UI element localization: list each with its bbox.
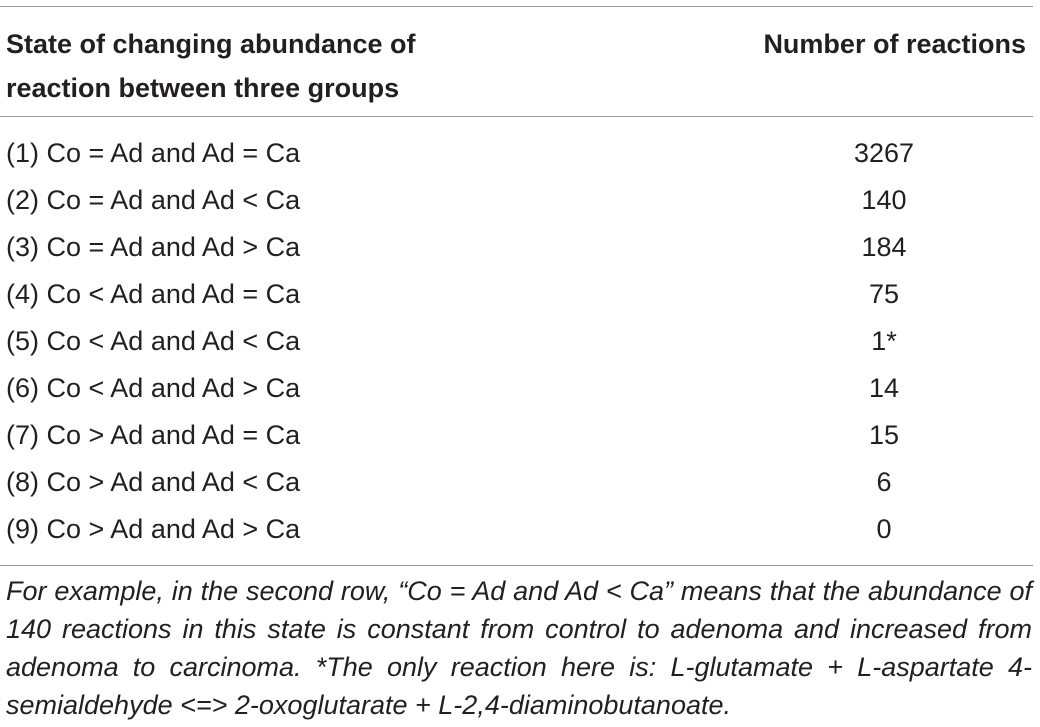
state-cell: (1) Co = Ad and Ad = Ca [6,138,301,168]
table-top-rule [0,6,1033,7]
table-footnote: For example, in the second row, “Co = Ad… [6,576,1032,720]
table-row: (1) Co = Ad and Ad = Ca 3267 [0,130,1033,177]
state-cell: (2) Co = Ad and Ad < Ca [6,185,301,215]
state-cell: (4) Co < Ad and Ad = Ca [6,279,301,309]
table-bottom-rule [0,565,1033,566]
table-header-rule [0,116,1033,117]
column-header-number: Number of reactions [763,29,1026,59]
count-cell: 15 [868,420,900,450]
count-cell: 0 [876,514,892,544]
column-header-state: State of changing abundance of reaction … [6,22,416,110]
state-cell: (5) Co < Ad and Ad < Ca [6,326,301,356]
table-row: (4) Co < Ad and Ad = Ca 75 [0,271,1033,318]
table-row: (6) Co < Ad and Ad > Ca 14 [0,365,1033,412]
table-row: (5) Co < Ad and Ad < Ca 1* [0,318,1033,365]
state-cell: (8) Co > Ad and Ad < Ca [6,467,301,497]
state-cell: (9) Co > Ad and Ad > Ca [6,514,301,544]
count-cell: 6 [876,467,892,497]
state-cell: (7) Co > Ad and Ad = Ca [6,420,301,450]
table-row: (2) Co = Ad and Ad < Ca 140 [0,177,1033,224]
column-header-state-line2: reaction between three groups [6,73,400,103]
table-row: (3) Co = Ad and Ad > Ca 184 [0,224,1033,271]
state-cell: (6) Co < Ad and Ad > Ca [6,373,301,403]
count-cell: 75 [868,279,900,309]
count-cell: 140 [861,185,907,215]
count-cell: 184 [861,232,907,262]
count-cell: 14 [868,373,900,403]
count-cell: 1* [871,326,897,356]
count-cell: 3267 [853,138,915,168]
table-row: (9) Co > Ad and Ad > Ca 0 [0,506,1033,553]
column-header-state-line1: State of changing abundance of [6,29,416,59]
table-row: (7) Co > Ad and Ad = Ca 15 [0,412,1033,459]
table-row: (8) Co > Ad and Ad < Ca 6 [0,459,1033,506]
state-cell: (3) Co = Ad and Ad > Ca [6,232,301,262]
